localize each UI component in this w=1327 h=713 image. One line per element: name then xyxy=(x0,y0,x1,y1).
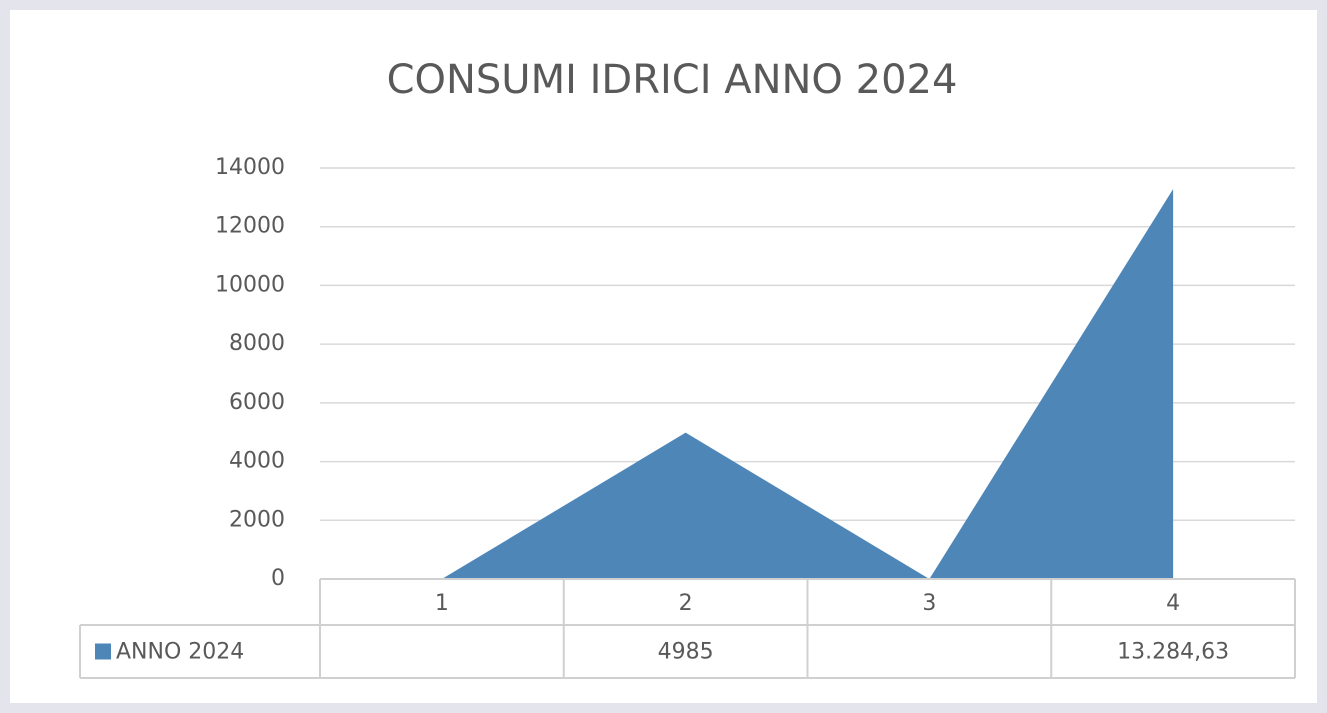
y-tick-label: 4000 xyxy=(229,449,285,474)
x-tick-label: 1 xyxy=(435,591,449,616)
area xyxy=(441,189,1174,579)
legend-label: ANNO 2024 xyxy=(116,640,244,665)
x-tick-label: 3 xyxy=(922,591,936,616)
y-tick-label: 12000 xyxy=(215,214,285,239)
legend-swatch xyxy=(95,643,111,660)
y-tick-label: 10000 xyxy=(215,272,285,297)
x-tick-label: 2 xyxy=(679,591,693,616)
data-table-value: 13.284,63 xyxy=(1117,640,1229,665)
data-table-value: 4985 xyxy=(658,640,714,665)
y-tick-label: 6000 xyxy=(229,390,285,415)
y-tick-label: 0 xyxy=(271,566,285,591)
chart-title: CONSUMI IDRICI ANNO 2024 xyxy=(387,57,958,103)
y-tick-label: 14000 xyxy=(215,155,285,180)
y-tick-label: 8000 xyxy=(229,331,285,356)
y-tick-label: 2000 xyxy=(229,507,285,532)
x-tick-label: 4 xyxy=(1166,591,1180,616)
